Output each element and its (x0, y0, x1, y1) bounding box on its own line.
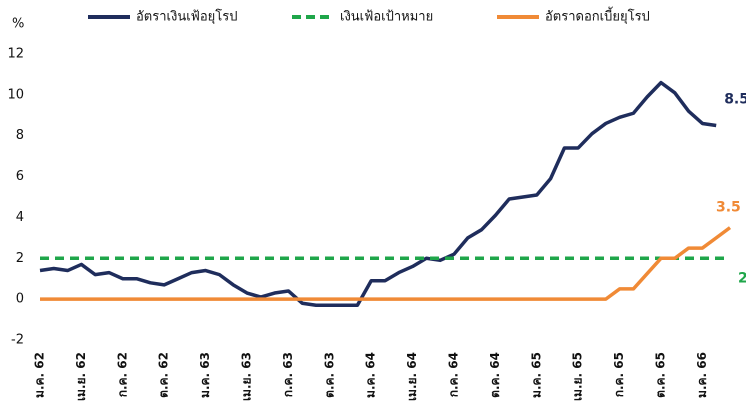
series-line (40, 226, 732, 301)
x-tick-label: ก.ค. 63 (281, 352, 295, 397)
x-tick-label: ม.ค. 65 (529, 352, 543, 398)
x-tick-label: ต.ค. 64 (488, 352, 502, 398)
y-tick-label: 10 (7, 87, 24, 102)
y-tick-label: 12 (7, 47, 24, 62)
y-tick-label: -2 (11, 333, 24, 348)
end-label: 8.5 (724, 92, 746, 108)
y-axis-label: % (12, 17, 24, 32)
end-label: 3.5 (716, 200, 741, 216)
x-tick-label: ก.ค. 64 (447, 352, 461, 397)
end-label: 2 (738, 270, 746, 286)
x-tick-label: เม.ย. 63 (240, 352, 254, 401)
legend-label: อัตราเงินเฟ้อยุโรป (136, 9, 238, 25)
y-tick-label: 6 (16, 169, 24, 184)
x-tick-label: ก.ค. 65 (612, 352, 626, 397)
series-line (39, 80, 717, 308)
legend-label: เงินเฟ้อเป้าหมาย (340, 10, 433, 25)
y-tick-label: 8 (16, 128, 24, 143)
x-tick-label: ม.ค. 66 (695, 352, 709, 398)
x-tick-label: ก.ค. 62 (115, 352, 129, 397)
x-tick-label: เม.ย. 64 (405, 352, 419, 401)
x-tick-label: ม.ค. 62 (33, 352, 47, 398)
y-tick-label: 2 (16, 251, 24, 266)
y-tick-label: 0 (16, 292, 24, 307)
x-tick-label: เม.ย. 65 (571, 352, 585, 401)
x-tick-label: ม.ค. 63 (198, 352, 212, 398)
x-tick-label: ต.ค. 65 (654, 352, 668, 398)
x-tick-label: ม.ค. 64 (364, 352, 378, 398)
x-tick-label: ต.ค. 62 (157, 352, 171, 398)
y-tick-label: 4 (16, 210, 24, 225)
x-tick-label: เม.ย. 62 (74, 352, 88, 401)
legend-label: อัตราดอกเบี้ยยุโรป (545, 7, 650, 25)
x-tick-label: ต.ค. 63 (322, 352, 336, 398)
